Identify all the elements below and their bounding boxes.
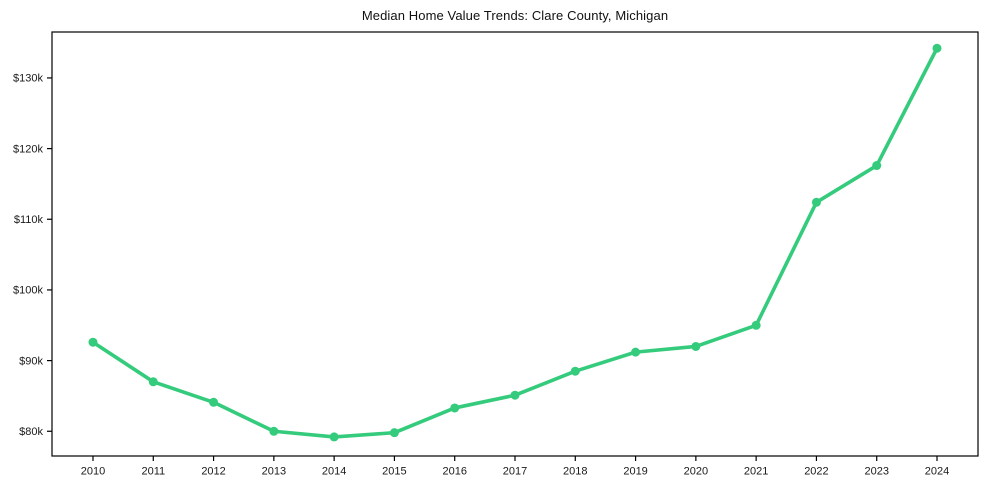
data-point-2011 xyxy=(148,377,158,387)
y-tick-label: $90k xyxy=(19,355,43,367)
y-tick-label: $130k xyxy=(13,73,43,85)
x-tick-label: 2021 xyxy=(744,466,768,478)
x-tick-label: 2019 xyxy=(623,466,647,478)
data-point-2010 xyxy=(88,337,98,347)
data-point-2017 xyxy=(510,390,520,400)
data-point-2023 xyxy=(872,161,882,171)
y-tick-label: $110k xyxy=(14,214,44,226)
y-tick-label: $80k xyxy=(19,426,43,438)
y-tick-label: $120k xyxy=(13,143,43,155)
data-point-2022 xyxy=(811,197,821,207)
x-tick-label: 2010 xyxy=(81,466,105,478)
x-tick-label: 2014 xyxy=(322,466,346,478)
chart-title: Median Home Value Trends: Clare County, … xyxy=(361,8,669,23)
data-point-2012 xyxy=(209,397,219,407)
x-tick-label: 2012 xyxy=(201,466,225,478)
x-tick-label: 2013 xyxy=(262,466,286,478)
data-point-2020 xyxy=(691,341,701,351)
x-tick-label: 2024 xyxy=(925,466,949,478)
x-tick-label: 2020 xyxy=(684,466,708,478)
x-tick-label: 2018 xyxy=(563,466,587,478)
x-tick-label: 2022 xyxy=(804,466,828,478)
data-point-2013 xyxy=(269,426,279,436)
x-tick-label: 2011 xyxy=(141,466,165,478)
x-tick-label: 2023 xyxy=(864,466,888,478)
x-tick-label: 2017 xyxy=(503,466,527,478)
data-point-2014 xyxy=(329,432,339,442)
data-point-2015 xyxy=(389,428,399,438)
data-point-2019 xyxy=(631,347,641,357)
data-point-2016 xyxy=(450,403,460,413)
x-tick-label: 2015 xyxy=(382,466,406,478)
data-point-2024 xyxy=(932,43,942,53)
x-tick-label: 2016 xyxy=(442,466,466,478)
data-point-2018 xyxy=(570,366,580,376)
y-tick-label: $100k xyxy=(13,285,43,297)
trend-line xyxy=(91,46,939,439)
data-point-2021 xyxy=(751,320,761,330)
